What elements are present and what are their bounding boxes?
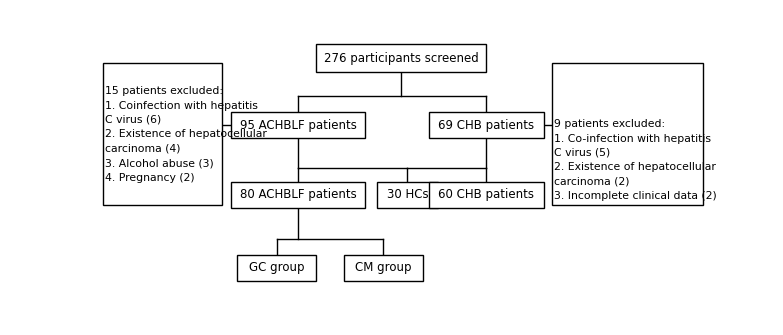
Text: 276 participants screened: 276 participants screened <box>324 52 478 65</box>
Text: 80 ACHBLF patients: 80 ACHBLF patients <box>240 189 356 201</box>
Text: 15 patients excluded:
1. Coinfection with hepatitis
C virus (6)
2. Existence of : 15 patients excluded: 1. Coinfection wit… <box>105 86 267 183</box>
FancyBboxPatch shape <box>428 113 544 138</box>
Text: GC group: GC group <box>249 261 305 274</box>
FancyBboxPatch shape <box>316 44 486 72</box>
Text: 69 CHB patients: 69 CHB patients <box>438 119 534 132</box>
FancyBboxPatch shape <box>232 113 365 138</box>
FancyBboxPatch shape <box>103 63 222 205</box>
Text: 95 ACHBLF patients: 95 ACHBLF patients <box>240 119 356 132</box>
FancyBboxPatch shape <box>344 255 423 281</box>
Text: CM group: CM group <box>355 261 411 274</box>
FancyBboxPatch shape <box>552 63 703 205</box>
Text: 9 patients excluded:
1. Co-infection with hepatitis
C virus (5)
2. Existence of : 9 patients excluded: 1. Co-infection wit… <box>554 119 717 201</box>
Text: 60 CHB patients: 60 CHB patients <box>438 189 534 201</box>
Text: 30 HCs: 30 HCs <box>387 189 428 201</box>
FancyBboxPatch shape <box>428 182 544 208</box>
FancyBboxPatch shape <box>232 182 365 208</box>
FancyBboxPatch shape <box>377 182 438 208</box>
FancyBboxPatch shape <box>237 255 316 281</box>
